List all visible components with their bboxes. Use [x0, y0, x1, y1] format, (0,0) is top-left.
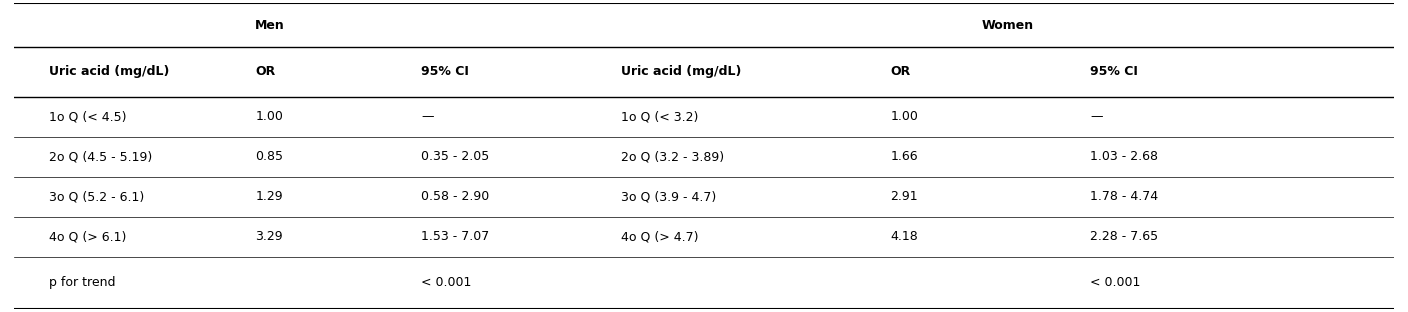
Text: OR: OR — [256, 66, 276, 78]
Text: 0.58 - 2.90: 0.58 - 2.90 — [421, 190, 490, 203]
Text: 3o Q (5.2 - 6.1): 3o Q (5.2 - 6.1) — [48, 190, 144, 203]
Text: 3.29: 3.29 — [256, 230, 283, 243]
Text: Uric acid (mg/dL): Uric acid (mg/dL) — [48, 66, 169, 78]
Text: 2.91: 2.91 — [890, 190, 918, 203]
Text: 1.78 - 4.74: 1.78 - 4.74 — [1090, 190, 1159, 203]
Text: 2.28 - 7.65: 2.28 - 7.65 — [1090, 230, 1159, 243]
Text: —: — — [1090, 110, 1102, 123]
Text: 2o Q (4.5 - 5.19): 2o Q (4.5 - 5.19) — [48, 150, 152, 163]
Text: 1.00: 1.00 — [256, 110, 283, 123]
Text: 4o Q (> 6.1): 4o Q (> 6.1) — [48, 230, 125, 243]
Text: 0.85: 0.85 — [256, 150, 283, 163]
Text: < 0.001: < 0.001 — [1090, 276, 1140, 290]
Text: OR: OR — [890, 66, 911, 78]
Text: 4o Q (> 4.7): 4o Q (> 4.7) — [621, 230, 698, 243]
Text: 1.03 - 2.68: 1.03 - 2.68 — [1090, 150, 1159, 163]
Text: 1.00: 1.00 — [890, 110, 918, 123]
Text: 3o Q (3.9 - 4.7): 3o Q (3.9 - 4.7) — [621, 190, 717, 203]
Text: Men: Men — [255, 19, 284, 32]
Text: 1.53 - 7.07: 1.53 - 7.07 — [421, 230, 490, 243]
Text: 0.35 - 2.05: 0.35 - 2.05 — [421, 150, 490, 163]
Text: p for trend: p for trend — [48, 276, 115, 290]
Text: 1o Q (< 3.2): 1o Q (< 3.2) — [621, 110, 698, 123]
Text: 2o Q (3.2 - 3.89): 2o Q (3.2 - 3.89) — [621, 150, 724, 163]
Text: Uric acid (mg/dL): Uric acid (mg/dL) — [621, 66, 742, 78]
Text: 1.66: 1.66 — [890, 150, 918, 163]
Text: 95% CI: 95% CI — [1090, 66, 1138, 78]
Text: 1.29: 1.29 — [256, 190, 283, 203]
Text: 1o Q (< 4.5): 1o Q (< 4.5) — [48, 110, 127, 123]
Text: 4.18: 4.18 — [890, 230, 918, 243]
Text: < 0.001: < 0.001 — [421, 276, 472, 290]
Text: —: — — [421, 110, 434, 123]
Text: 95% CI: 95% CI — [421, 66, 469, 78]
Text: Women: Women — [981, 19, 1033, 32]
